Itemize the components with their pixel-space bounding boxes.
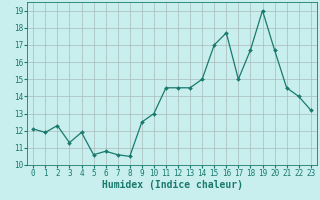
X-axis label: Humidex (Indice chaleur): Humidex (Indice chaleur) bbox=[101, 180, 243, 190]
